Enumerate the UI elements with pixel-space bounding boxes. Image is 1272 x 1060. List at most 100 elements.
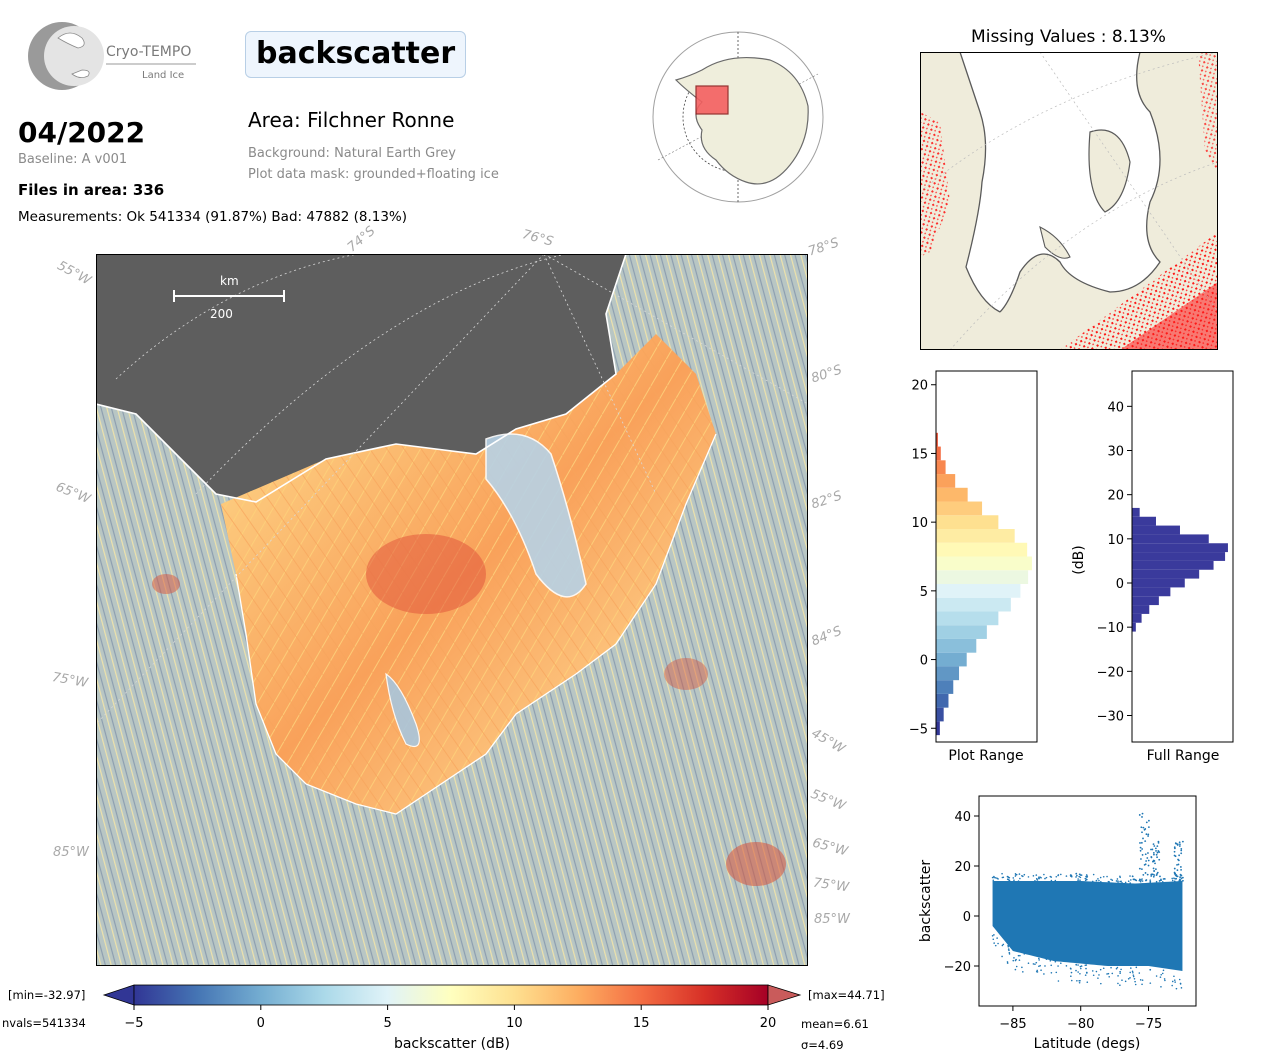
scatter-point bbox=[1149, 969, 1152, 971]
scatter-spike-point bbox=[1139, 849, 1142, 852]
histogram-tick-label: 5 bbox=[920, 585, 928, 600]
histogram-bar bbox=[936, 432, 938, 447]
scatter-spike-point bbox=[1141, 848, 1144, 850]
scatter-point bbox=[1141, 880, 1144, 882]
scatter-point bbox=[1023, 953, 1026, 955]
scatter-point bbox=[1077, 964, 1079, 966]
scatter-spike-point bbox=[1154, 847, 1157, 850]
scatter-spike-point bbox=[1152, 875, 1155, 878]
colorbar-tick-label: 10 bbox=[506, 1016, 523, 1031]
scatter-point bbox=[1127, 977, 1130, 980]
scatter-point bbox=[1076, 874, 1078, 877]
scatter-point bbox=[1117, 881, 1119, 883]
scatter-point bbox=[1164, 979, 1166, 982]
scatter-point bbox=[992, 938, 995, 941]
scatter-point bbox=[1086, 981, 1089, 984]
scatter-point bbox=[1080, 965, 1083, 967]
scatter-y-tick-label: 40 bbox=[954, 810, 971, 825]
scatter-spike-point bbox=[1179, 873, 1182, 876]
colorbar: −5 0 5 10 15 20 backscatter (dB) bbox=[102, 984, 802, 1052]
scatter-point bbox=[1086, 972, 1088, 974]
scatter-point bbox=[1015, 958, 1017, 961]
histogram-bar bbox=[1132, 534, 1209, 544]
scatter-point bbox=[1116, 966, 1119, 969]
scatter-point bbox=[1117, 975, 1119, 977]
lon-label-55-right: 55°W bbox=[808, 786, 848, 815]
scatter-point bbox=[1119, 970, 1121, 973]
scatter-point bbox=[1095, 879, 1098, 882]
scatter-point bbox=[1141, 979, 1144, 981]
scatter-spike-point bbox=[1141, 816, 1143, 818]
scatter-point bbox=[1044, 877, 1046, 880]
scatter-spike-point bbox=[1142, 873, 1145, 876]
scatter-spike-point bbox=[1142, 837, 1144, 840]
colorbar-min-label: [min=-32.97] bbox=[8, 988, 86, 1002]
logo: Cryo-TEMPO Land Ice bbox=[18, 16, 198, 96]
scatter-point bbox=[1095, 970, 1098, 973]
scatter-spike-point bbox=[1181, 876, 1184, 879]
lat-label-84: 84°S bbox=[809, 623, 844, 650]
scatter-point bbox=[1038, 959, 1040, 961]
scatter-point bbox=[1135, 966, 1138, 969]
scatter-point bbox=[1018, 873, 1021, 875]
scatter-spike-point bbox=[1178, 879, 1181, 882]
scatter-spike-point bbox=[1177, 863, 1180, 866]
histogram-bar bbox=[1132, 605, 1150, 614]
histogram-bar bbox=[1132, 613, 1142, 623]
scatter-point bbox=[1049, 959, 1052, 962]
scatter-spike-point bbox=[1152, 851, 1155, 854]
scatter-point bbox=[1124, 881, 1127, 884]
lon-label-65-right: 65°W bbox=[810, 835, 850, 860]
scatter-xlabel: Latitude (degs) bbox=[1034, 1036, 1141, 1052]
scatter-point bbox=[1086, 876, 1088, 878]
scatter-point bbox=[1007, 948, 1010, 950]
scatter-spike-point bbox=[1158, 858, 1161, 861]
scatter-point bbox=[1027, 962, 1030, 965]
full-range-ylabel: (dB) bbox=[1071, 545, 1087, 574]
scatter-point bbox=[1130, 967, 1132, 969]
scatter-point bbox=[1092, 974, 1095, 977]
scatter-point bbox=[1141, 983, 1143, 986]
lat-label-74: 74°S bbox=[344, 223, 379, 256]
scatter-point bbox=[1012, 959, 1015, 962]
histogram-bar bbox=[1132, 578, 1185, 588]
colorbar-tick-label: −5 bbox=[124, 1016, 143, 1031]
scatter-point bbox=[1097, 878, 1099, 880]
scatter-spike-point bbox=[1182, 879, 1184, 882]
scatter-spike-point bbox=[1152, 867, 1155, 870]
scatter-x-tick-label: −75 bbox=[1135, 1017, 1162, 1032]
scatter-spike-point bbox=[1176, 863, 1178, 866]
ocean-region bbox=[920, 52, 1160, 312]
scatter-spike-point bbox=[1158, 851, 1161, 854]
histogram-bar bbox=[936, 707, 944, 722]
scatter-point bbox=[1091, 880, 1094, 883]
scatter-point bbox=[1060, 962, 1062, 965]
scatter-point bbox=[1124, 980, 1127, 983]
scatter-point bbox=[1018, 959, 1021, 961]
scatter-point bbox=[1098, 974, 1100, 976]
scatter-spike-point bbox=[1144, 840, 1147, 843]
histogram-tick-label: 40 bbox=[1107, 400, 1124, 415]
scatter-point bbox=[1078, 981, 1081, 984]
scatter-point bbox=[1065, 965, 1068, 967]
scatter-point bbox=[1149, 879, 1152, 881]
scatter-point bbox=[1111, 879, 1114, 882]
scatter-point bbox=[1085, 874, 1088, 876]
scatter-point bbox=[1120, 968, 1122, 971]
scatter-point bbox=[1050, 971, 1053, 974]
scatter-point bbox=[1085, 967, 1087, 970]
scatter-point bbox=[1131, 970, 1134, 973]
scatter-spike-point bbox=[1156, 851, 1159, 854]
lon-label-75-right: 75°W bbox=[812, 875, 850, 896]
scatter-spike-point bbox=[1153, 845, 1156, 847]
full-range-xlabel: Full Range bbox=[1147, 748, 1220, 764]
files-label: Files in area: 336 bbox=[18, 181, 165, 199]
scatter-point bbox=[1132, 974, 1135, 976]
histogram-bar bbox=[936, 542, 1028, 557]
scatter-spike-point bbox=[1147, 833, 1150, 836]
scatter-spike-point bbox=[1138, 878, 1141, 881]
scatter-spike-point bbox=[1140, 826, 1143, 829]
scatter-point bbox=[1173, 979, 1176, 981]
scatter-spike-point bbox=[1179, 866, 1182, 868]
scatter-point bbox=[1045, 958, 1048, 961]
